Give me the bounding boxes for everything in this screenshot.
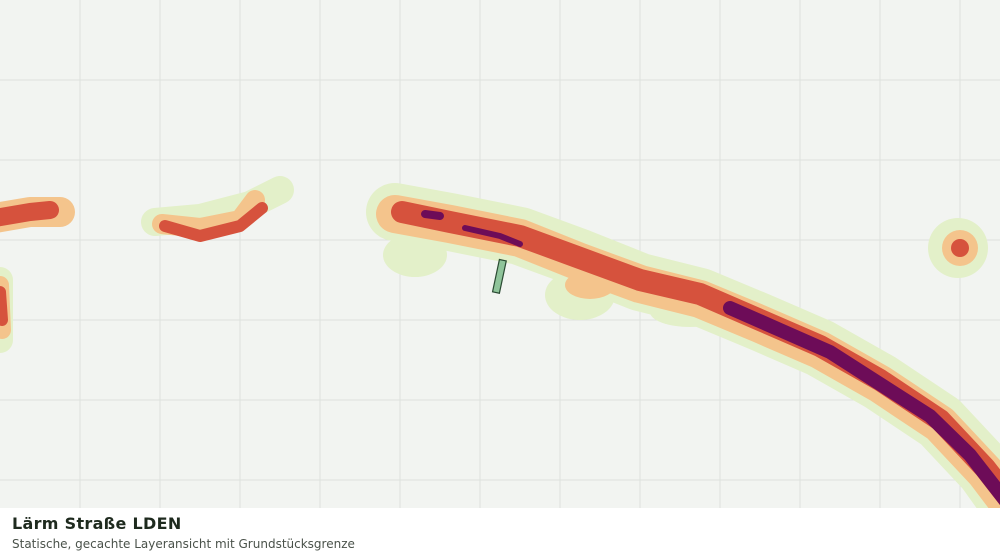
title: Lärm Straße LDEN: [12, 514, 182, 533]
parcel-boundary: [491, 258, 507, 294]
map: [0, 0, 1000, 508]
caption: Lärm Straße LDEN Statische, gecachte Lay…: [0, 508, 1000, 560]
subtitle: Statische, gecachte Layeransicht mit Gru…: [12, 537, 355, 551]
noise-layer: [0, 176, 1000, 508]
